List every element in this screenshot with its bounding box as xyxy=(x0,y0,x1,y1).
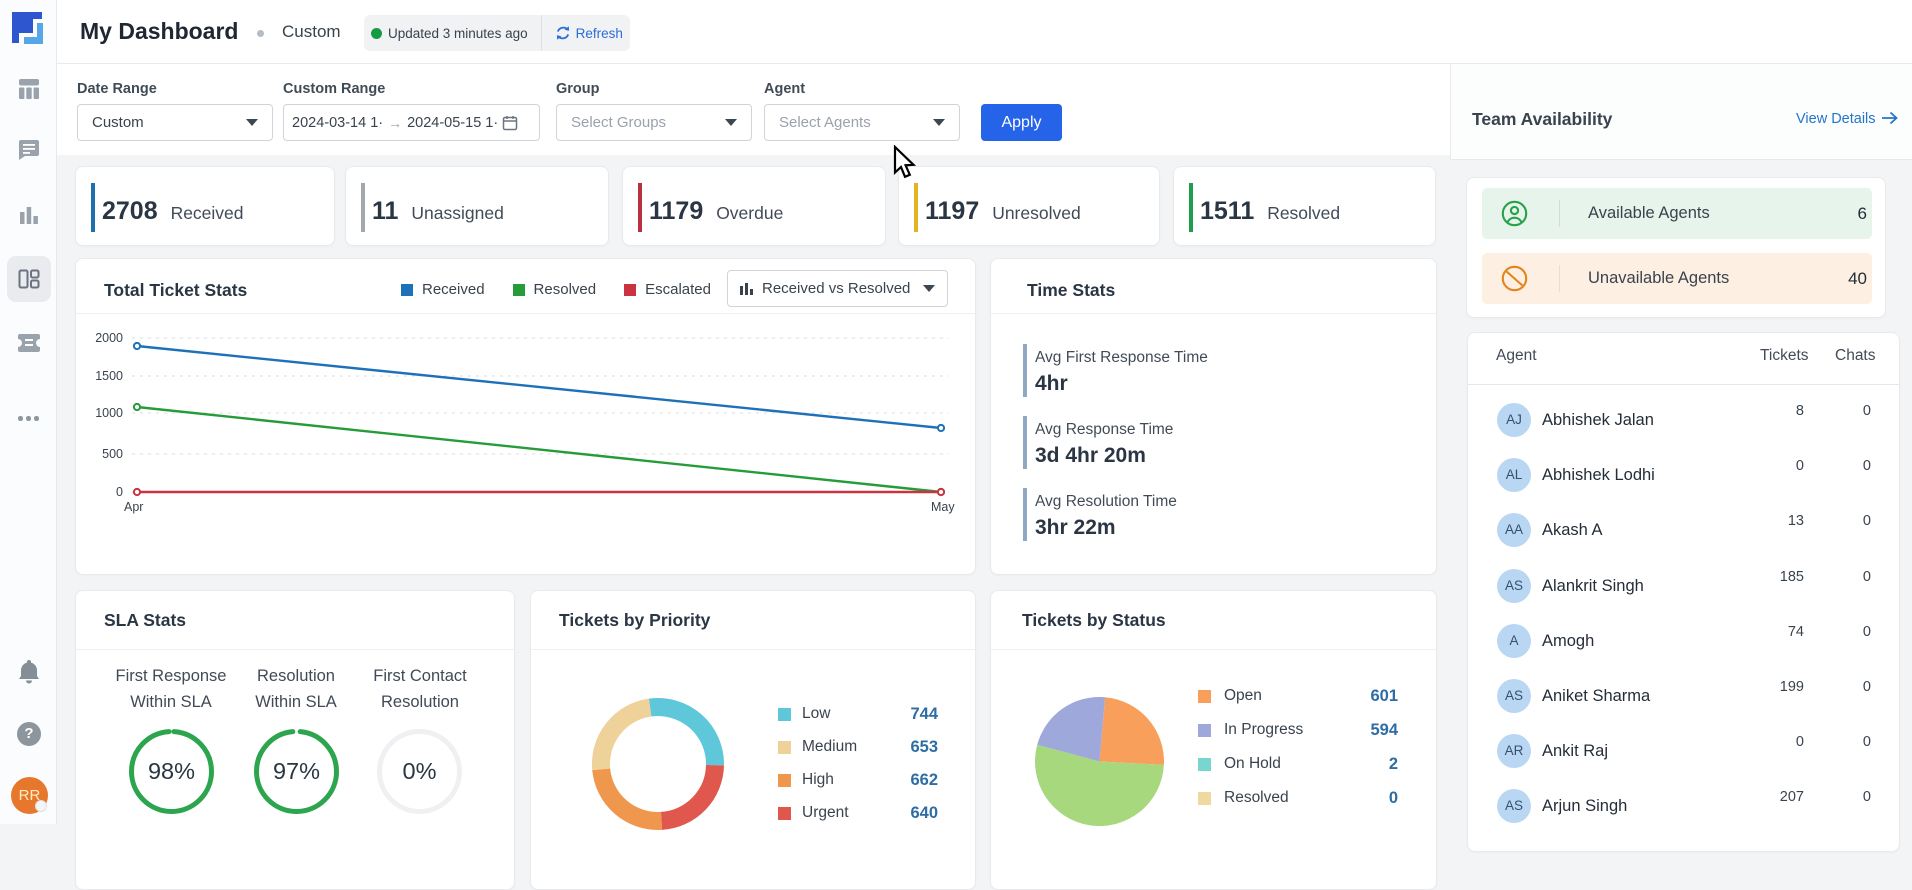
svg-text:1000: 1000 xyxy=(95,406,123,420)
svg-text:May: May xyxy=(931,500,955,514)
svg-text:Apr: Apr xyxy=(124,500,143,514)
svg-text:1500: 1500 xyxy=(95,369,123,383)
svg-text:0: 0 xyxy=(116,485,123,499)
svg-text:2000: 2000 xyxy=(95,331,123,345)
svg-text:500: 500 xyxy=(102,447,123,461)
